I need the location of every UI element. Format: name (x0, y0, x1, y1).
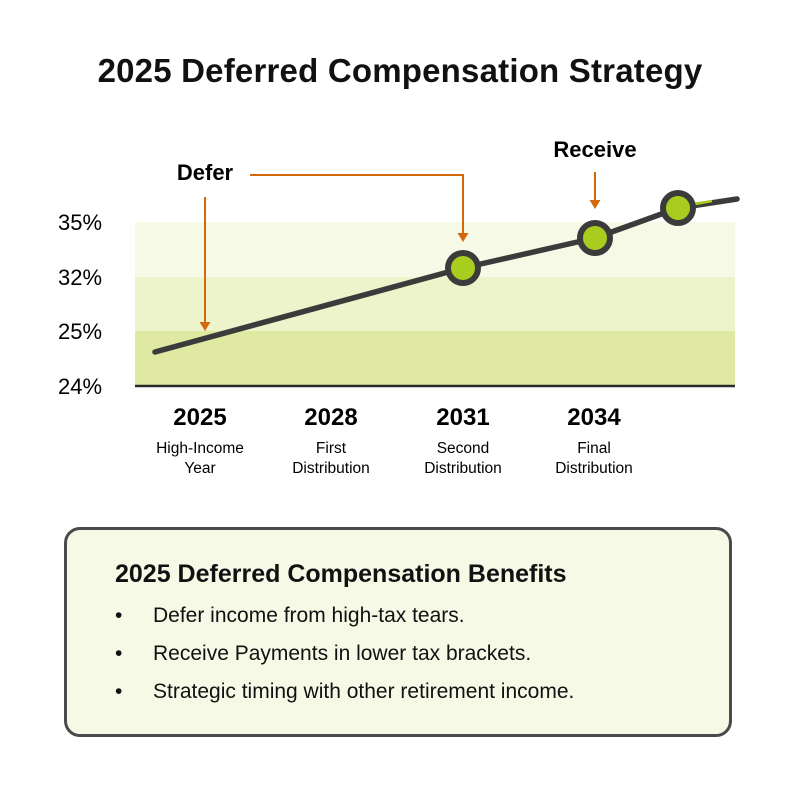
benefit-item: • Receive Payments in lower tax brackets… (115, 641, 729, 667)
benefit-text: Receive Payments in lower tax brackets. (153, 642, 532, 665)
y-tick-label: 24% (58, 374, 102, 399)
x-tick-year: 2025 (173, 404, 226, 431)
x-tick-caption: High-Income (156, 440, 244, 457)
y-tick-label: 32% (58, 265, 102, 290)
bullet-icon: • (115, 642, 123, 665)
x-tick-caption: Year (184, 460, 215, 477)
x-tick-year: 2031 (436, 404, 489, 431)
benefit-text: Strategic timing with other retirement i… (153, 680, 575, 703)
chart-svg: 35% 32% 25% 24% 2025 High-Income Year 2028 First… (58, 137, 740, 477)
arrow-defer-to-2031 (250, 174, 464, 233)
bullet-icon: • (115, 680, 123, 703)
chart-title: 2025 Deferred Compensation Strategy (97, 52, 703, 89)
y-tick-label: 25% (58, 319, 102, 344)
tax-band (135, 331, 735, 386)
x-tick-caption: Second (437, 440, 490, 457)
x-tick-year: 2028 (304, 404, 357, 431)
benefits-panel-title: 2025 Deferred Compensation Benefits (115, 560, 567, 588)
benefits-panel: 2025 Deferred Compensation Benefits • De… (64, 527, 732, 737)
x-tick-caption: Final (577, 440, 611, 457)
benefit-text: Defer income from high-tax tears. (153, 604, 465, 627)
tax-band (135, 222, 735, 277)
bullet-icon: • (115, 604, 123, 627)
arrow-head-icon (457, 233, 469, 242)
tax-band (135, 277, 735, 331)
arrow-head-icon (589, 200, 601, 209)
x-tick-caption: Distribution (424, 460, 502, 477)
x-tick-caption: First (316, 440, 347, 457)
distribution-marker (445, 250, 481, 286)
annotation-receive: Receive (553, 137, 636, 162)
x-tick-year: 2034 (567, 404, 621, 431)
annotation-defer: Defer (177, 160, 234, 185)
distribution-marker (660, 190, 696, 226)
benefits-list: • Defer income from high-tax tears. • Re… (115, 603, 729, 705)
x-tick-caption: Distribution (292, 460, 370, 477)
x-tick-caption: Distribution (555, 460, 633, 477)
y-tick-label: 35% (58, 210, 102, 235)
arrow-head-icon (199, 322, 211, 331)
benefit-item: • Defer income from high-tax tears. (115, 603, 729, 629)
distribution-marker (577, 220, 613, 256)
benefit-item: • Strategic timing with other retirement… (115, 679, 729, 705)
